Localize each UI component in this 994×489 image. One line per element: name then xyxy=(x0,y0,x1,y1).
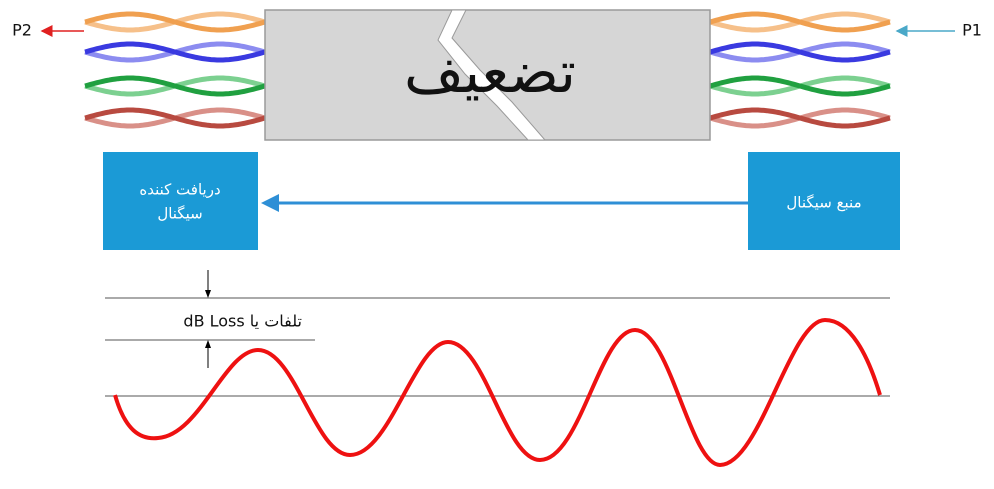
wire xyxy=(84,75,266,97)
wire xyxy=(84,107,266,129)
attenuation-label: تضعیف xyxy=(404,38,576,106)
wire xyxy=(709,41,891,63)
wire xyxy=(709,75,891,97)
p2-label: P2 xyxy=(12,21,32,40)
loss-label: تلفات یا dB Loss xyxy=(183,312,302,331)
crack xyxy=(437,9,547,141)
receiver-box xyxy=(103,152,258,250)
receiver-label: دریافت کننده xyxy=(139,181,220,199)
p1-label: P1 xyxy=(962,21,982,40)
source-box xyxy=(748,152,900,250)
wire xyxy=(709,11,891,33)
attenuation-box xyxy=(264,9,711,141)
wire xyxy=(84,41,266,63)
signal-wave xyxy=(113,317,882,468)
wire xyxy=(84,11,266,33)
cables xyxy=(84,11,891,129)
source-label: منبع سیگنال xyxy=(786,194,861,212)
receiver-label: سیگنال xyxy=(157,205,202,223)
wire xyxy=(709,107,891,129)
